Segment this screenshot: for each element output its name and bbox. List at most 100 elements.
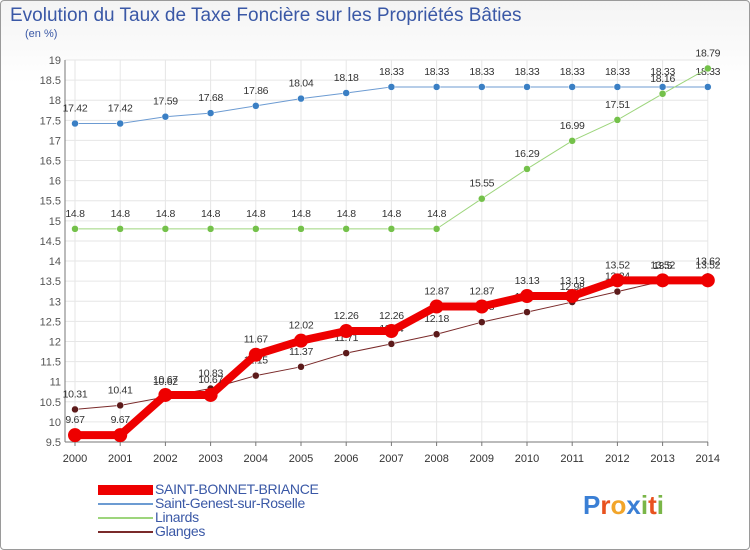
data-point-saint-bonnet-briance (565, 289, 580, 304)
data-label-saint-bonnet-briance: 9.67 (65, 414, 85, 426)
data-point-glanges (387, 340, 396, 348)
data-point-saint-genest-sur-roselle (71, 119, 79, 128)
legend-item-glanges: Glanges (98, 523, 418, 539)
data-label-saint-genest-sur-roselle: 17.86 (243, 85, 268, 97)
data-label-saint-genest-sur-roselle: 17.68 (198, 92, 223, 104)
data-point-saint-bonnet-briance (474, 299, 489, 314)
data-label-glanges: 10.31 (63, 388, 88, 400)
data-label-saint-genest-sur-roselle: 18.18 (334, 72, 359, 84)
y-tick-label: 9.5 (46, 437, 61, 449)
y-tick-label: 11.5 (40, 357, 61, 369)
data-point-glanges (342, 349, 350, 357)
data-point-glanges (71, 405, 79, 414)
y-tick-label: 14.5 (40, 236, 61, 248)
data-label-saint-genest-sur-roselle: 18.33 (605, 66, 630, 78)
data-point-saint-genest-sur-roselle (613, 83, 622, 91)
data-point-saint-bonnet-briance (520, 289, 534, 304)
data-label-saint-bonnet-briance: 13.13 (560, 275, 585, 287)
data-label-saint-bonnet-briance: 13.52 (650, 259, 675, 271)
data-point-linards (658, 90, 667, 98)
data-point-linards (432, 225, 441, 233)
legend-label: Glanges (155, 523, 206, 539)
data-point-linards (478, 194, 486, 203)
data-point-glanges (613, 287, 622, 296)
y-tick-label: 10.5 (40, 397, 61, 409)
data-point-saint-genest-sur-roselle (523, 83, 531, 91)
data-point-saint-genest-sur-roselle (704, 83, 712, 91)
legend-item-saint-genest-sur-roselle: Saint-Genest-sur-Roselle (98, 495, 418, 511)
logo-letter: i (656, 490, 664, 520)
data-point-linards (116, 225, 124, 233)
data-label-glanges: 12.18 (424, 313, 449, 325)
legend-swatch (98, 531, 153, 533)
proxiti-logo: Proxiti (583, 490, 664, 521)
data-label-saint-bonnet-briance: 12.87 (424, 285, 449, 297)
data-point-saint-bonnet-briance (384, 324, 399, 339)
x-tick-label: 2002 (153, 453, 177, 465)
data-label-saint-bonnet-briance: 11.67 (244, 334, 268, 346)
data-point-linards (568, 137, 576, 145)
data-point-saint-genest-sur-roselle (478, 83, 486, 91)
data-point-glanges (297, 363, 305, 371)
y-tick-label: 19 (49, 55, 61, 67)
data-label-linards: 14.8 (201, 208, 221, 220)
data-label-saint-bonnet-briance: 9.67 (111, 414, 131, 426)
logo-letter: P (583, 490, 601, 520)
x-tick-label: 2007 (379, 453, 403, 465)
data-point-linards (161, 225, 170, 233)
data-label-linards: 14.8 (291, 208, 311, 220)
data-label-saint-bonnet-briance: 10.67 (198, 374, 223, 386)
data-point-saint-genest-sur-roselle (206, 109, 215, 117)
y-tick-label: 11 (50, 377, 61, 389)
data-label-linards: 14.8 (427, 208, 447, 220)
logo-letter: t (648, 490, 657, 520)
data-point-saint-genest-sur-roselle (342, 89, 350, 97)
x-tick-label: 2011 (560, 453, 584, 465)
legend-swatch (98, 517, 153, 519)
data-label-glanges: 10.41 (108, 384, 133, 396)
data-label-linards: 14.8 (156, 208, 176, 220)
y-tick-label: 13.5 (40, 276, 61, 288)
y-tick-label: 16.5 (40, 156, 61, 168)
data-point-linards (297, 225, 305, 233)
x-tick-label: 2014 (696, 453, 720, 465)
data-point-saint-bonnet-briance (429, 299, 444, 314)
data-point-saint-bonnet-briance (294, 333, 308, 348)
data-label-saint-genest-sur-roselle: 17.42 (63, 103, 88, 115)
data-point-saint-bonnet-briance (610, 273, 625, 288)
legend-swatch (98, 503, 153, 505)
data-label-linards: 14.8 (65, 208, 85, 220)
data-point-linards (206, 225, 215, 233)
x-tick-label: 2013 (650, 453, 674, 465)
x-tick-label: 2010 (515, 453, 539, 465)
data-point-saint-genest-sur-roselle (297, 94, 305, 103)
data-label-saint-genest-sur-roselle: 18.33 (424, 66, 449, 78)
x-tick-label: 2003 (198, 453, 222, 465)
legend-label: Linards (155, 509, 199, 525)
data-point-glanges (432, 330, 441, 338)
data-point-saint-bonnet-briance (203, 387, 218, 402)
data-label-saint-genest-sur-roselle: 18.04 (289, 78, 314, 90)
x-tick-label: 2012 (605, 453, 629, 465)
legend-label: Saint-Genest-sur-Roselle (155, 495, 305, 511)
data-label-linards: 17.51 (605, 99, 630, 111)
logo-letter: i (640, 490, 649, 520)
data-label-linards: 14.8 (246, 208, 266, 220)
y-tick-label: 18 (49, 95, 61, 107)
x-tick-label: 2001 (108, 453, 132, 465)
legend-swatch (98, 485, 153, 495)
data-point-saint-genest-sur-roselle (568, 83, 576, 91)
data-point-saint-bonnet-briance (68, 428, 82, 443)
data-label-linards: 18.16 (650, 73, 675, 85)
data-label-saint-bonnet-briance: 13.13 (515, 275, 540, 287)
legend-item-saint-bonnet-briance: SAINT-BONNET-BRIANCE (98, 481, 418, 497)
data-point-glanges (116, 401, 124, 410)
data-label-saint-genest-sur-roselle: 17.42 (108, 103, 133, 115)
data-label-linards: 15.55 (469, 178, 494, 190)
data-label-saint-bonnet-briance: 10.67 (153, 374, 178, 386)
plot-area (65, 60, 708, 442)
data-label-glanges: 13.62 (695, 255, 720, 267)
data-point-linards (342, 225, 350, 233)
data-point-saint-genest-sur-roselle (116, 119, 124, 128)
